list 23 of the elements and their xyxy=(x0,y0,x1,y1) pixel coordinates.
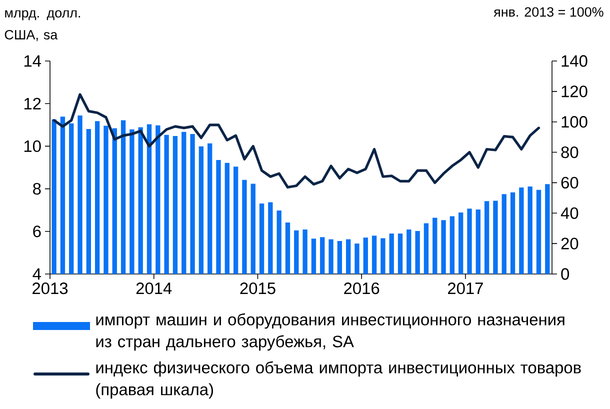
x-tick-label: 2015 xyxy=(240,282,276,294)
y-tick-label: 14 xyxy=(24,55,41,67)
y-tick-label: 8 xyxy=(33,182,41,195)
x-tick-label: 2017 xyxy=(448,282,483,294)
y2-tick-label: 60 xyxy=(561,176,578,189)
y2-tick-label: 80 xyxy=(561,146,578,158)
x-tick-label: 2013 xyxy=(32,282,68,294)
y-tick-label: 6 xyxy=(33,226,41,238)
x-tick-label: 2016 xyxy=(344,282,380,294)
x-tick-label: 2014 xyxy=(136,282,172,294)
y-axis-title: млрд. долл. США, sa xyxy=(4,10,80,42)
y2-tick-label: 120 xyxy=(562,86,588,98)
y2-axis-title: янв. 2013 = 100% xyxy=(494,7,604,17)
line-series xyxy=(52,93,540,189)
y2-tick-label: 100 xyxy=(562,116,588,128)
y-tick-label: 12 xyxy=(24,98,41,110)
y2-tick-label: 40 xyxy=(560,207,578,219)
y-tick-label: 10 xyxy=(24,140,41,152)
y-tick-label: 4 xyxy=(32,268,41,280)
legend-label: индекс физического объема импорта инвестиционных товаров (правая шкала) xyxy=(96,361,581,399)
y2-tick-label: 0 xyxy=(561,268,570,280)
y2-tick-label: 20 xyxy=(561,238,578,250)
y2-tick-label: 140 xyxy=(562,55,588,67)
